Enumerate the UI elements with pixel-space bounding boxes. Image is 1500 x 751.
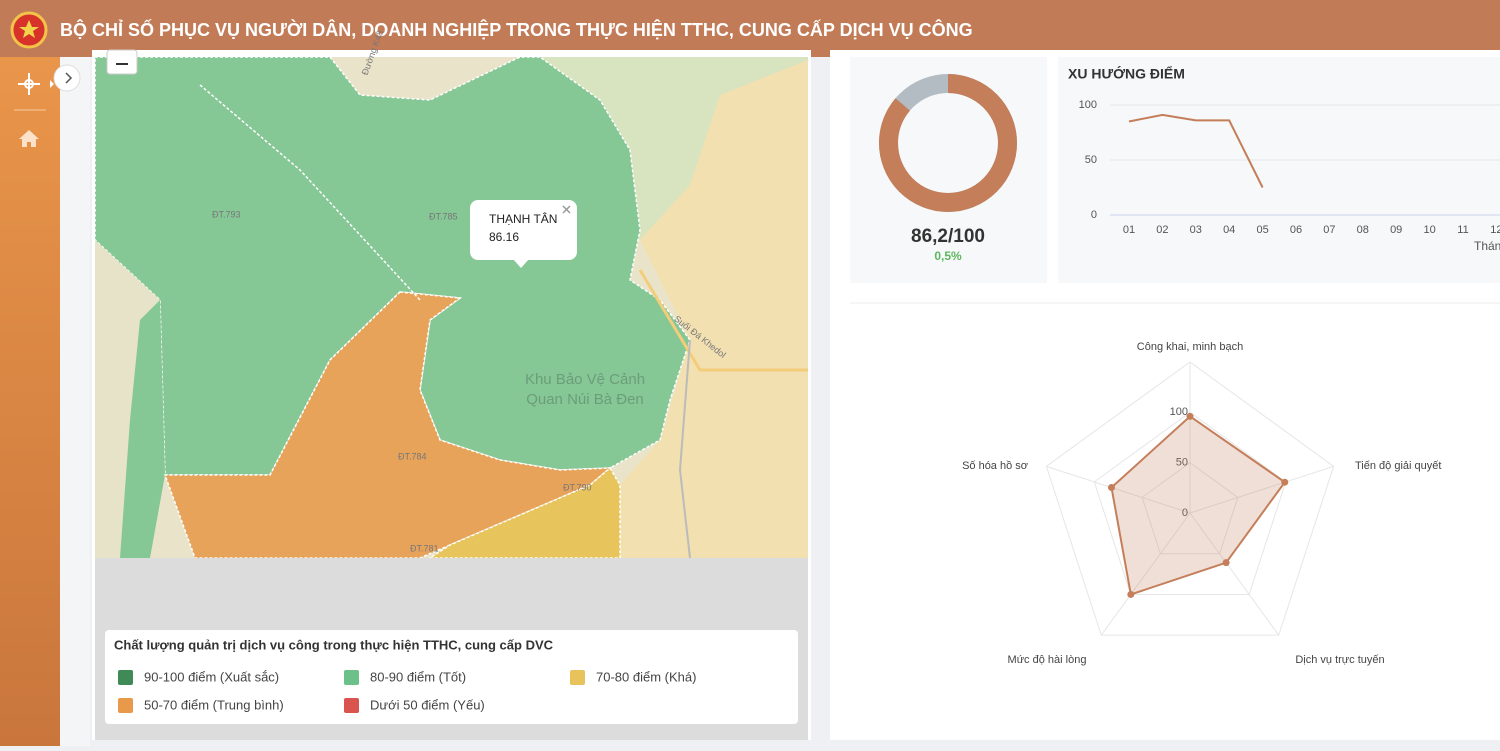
legend-label: 50-70 điểm (Trung bình) <box>144 697 284 712</box>
x-tick-label: 05 <box>1256 224 1268 236</box>
trend-title: XU HƯỚNG ĐIỂM <box>1068 65 1185 82</box>
donut-arc <box>879 74 1017 212</box>
radar-axis-label: Số hóa hồ sơ <box>962 460 1028 472</box>
x-tick-label: 08 <box>1357 224 1369 236</box>
x-tick-label: 09 <box>1390 224 1402 236</box>
x-tick-label: 12 <box>1490 224 1500 236</box>
map-label: ĐT.785 <box>429 211 458 221</box>
map-label: Khu Bảo Vệ Cảnh <box>525 371 645 388</box>
radar-point <box>1281 478 1289 486</box>
legend-swatch <box>118 670 133 685</box>
map-label: ĐT.793 <box>212 209 241 219</box>
legend-label: Dưới 50 điểm (Yếu) <box>370 697 485 712</box>
radar-grid <box>1093 411 1287 595</box>
x-axis-label: Tháng <box>1474 239 1500 253</box>
radar-spoke <box>1046 465 1191 514</box>
radar-spoke <box>1189 512 1280 636</box>
home-icon[interactable] <box>19 130 39 147</box>
road <box>678 339 691 558</box>
radar-grid <box>1045 361 1335 636</box>
map <box>95 57 808 558</box>
r-tick-label: 100 <box>1170 406 1188 418</box>
legend-swatch <box>344 698 359 713</box>
donut-card <box>850 57 1047 283</box>
radar-point <box>1107 483 1115 491</box>
radar-area <box>1110 415 1287 596</box>
y-tick-label: 100 <box>1079 99 1097 111</box>
legend-swatch <box>118 698 133 713</box>
menu-caret <box>50 80 54 88</box>
legend-swatch <box>570 670 585 685</box>
radar-axis-label: Tiến độ giải quyết <box>1355 460 1441 472</box>
y-tick-label: 0 <box>1091 209 1097 221</box>
map-label: ĐT.790 <box>563 482 592 492</box>
popup-close[interactable] <box>562 205 571 214</box>
map-region <box>120 300 165 558</box>
radar-point <box>1222 559 1230 567</box>
legend-swatch <box>344 670 359 685</box>
sidebar <box>0 57 60 746</box>
trend-card <box>1058 57 1500 283</box>
map-label: ĐT.781 <box>410 543 439 553</box>
y-tick-label: 50 <box>1085 154 1097 166</box>
map-popup <box>470 200 577 260</box>
trend-line <box>1128 113 1264 188</box>
legend-label: 90-100 điểm (Xuất sắc) <box>144 669 279 684</box>
legend-label: 80-90 điểm (Tốt) <box>370 669 466 684</box>
toggle-chevron <box>65 72 73 84</box>
radar-spoke <box>1100 512 1191 636</box>
popup-value: 86.16 <box>489 230 519 244</box>
x-tick-label: 03 <box>1190 224 1202 236</box>
road <box>638 269 808 372</box>
donut-value: 86,2/100 <box>911 226 985 247</box>
map-region <box>163 291 613 558</box>
map-label: Quan Núi Bà Đen <box>526 391 644 408</box>
x-tick-label: 10 <box>1423 224 1435 236</box>
map-region <box>95 57 691 476</box>
x-tick-label: 11 <box>1457 224 1468 236</box>
x-tick-label: 06 <box>1290 224 1302 236</box>
popup-pointer <box>513 259 529 268</box>
x-tick-label: 02 <box>1156 224 1168 236</box>
header-bar <box>0 0 1500 57</box>
logo-star <box>19 20 39 38</box>
r-tick-label: 0 <box>1182 507 1188 519</box>
popup-name: THẠNH TÂN <box>489 211 557 226</box>
zoom-out-button[interactable] <box>106 49 138 75</box>
x-tick-label: 01 <box>1123 224 1135 236</box>
radar-point <box>1127 590 1135 598</box>
map-border <box>199 84 421 301</box>
gutter <box>60 57 90 746</box>
donut-change: 0,5% <box>934 249 962 263</box>
radar-axis-label: Dịch vụ trực tuyến <box>1295 654 1384 666</box>
legend <box>105 630 798 724</box>
map-area <box>620 60 808 558</box>
radar-point <box>1186 412 1194 420</box>
menu-icon[interactable] <box>18 73 40 95</box>
sidebar-toggle[interactable] <box>53 64 81 92</box>
radar-grid <box>1141 462 1239 555</box>
header-title: BỘ CHỈ SỐ PHỤC VỤ NGƯỜI DÂN, DOANH NGHIỆ… <box>60 19 973 40</box>
radar-axis-label: Công khai, minh bạch <box>1137 341 1243 353</box>
r-tick-label: 50 <box>1176 457 1188 469</box>
legend-title: Chất lượng quản trị dịch vụ công trong t… <box>114 637 554 652</box>
trend-chart: XU HƯỚNG ĐIỂM 0 50 100 01 02 03 04 05 06 07 08 09 10 1… <box>1068 65 1500 253</box>
map-region <box>428 466 621 558</box>
x-tick-label: 07 <box>1323 224 1335 236</box>
legend-label: 70-80 điểm (Khá) <box>596 669 696 684</box>
x-tick-label: 04 <box>1223 224 1235 236</box>
radar-spoke <box>1189 465 1334 514</box>
map-label: ĐT.784 <box>398 451 427 461</box>
radar-axis-label: Mức độ hài lòng <box>1008 654 1087 666</box>
